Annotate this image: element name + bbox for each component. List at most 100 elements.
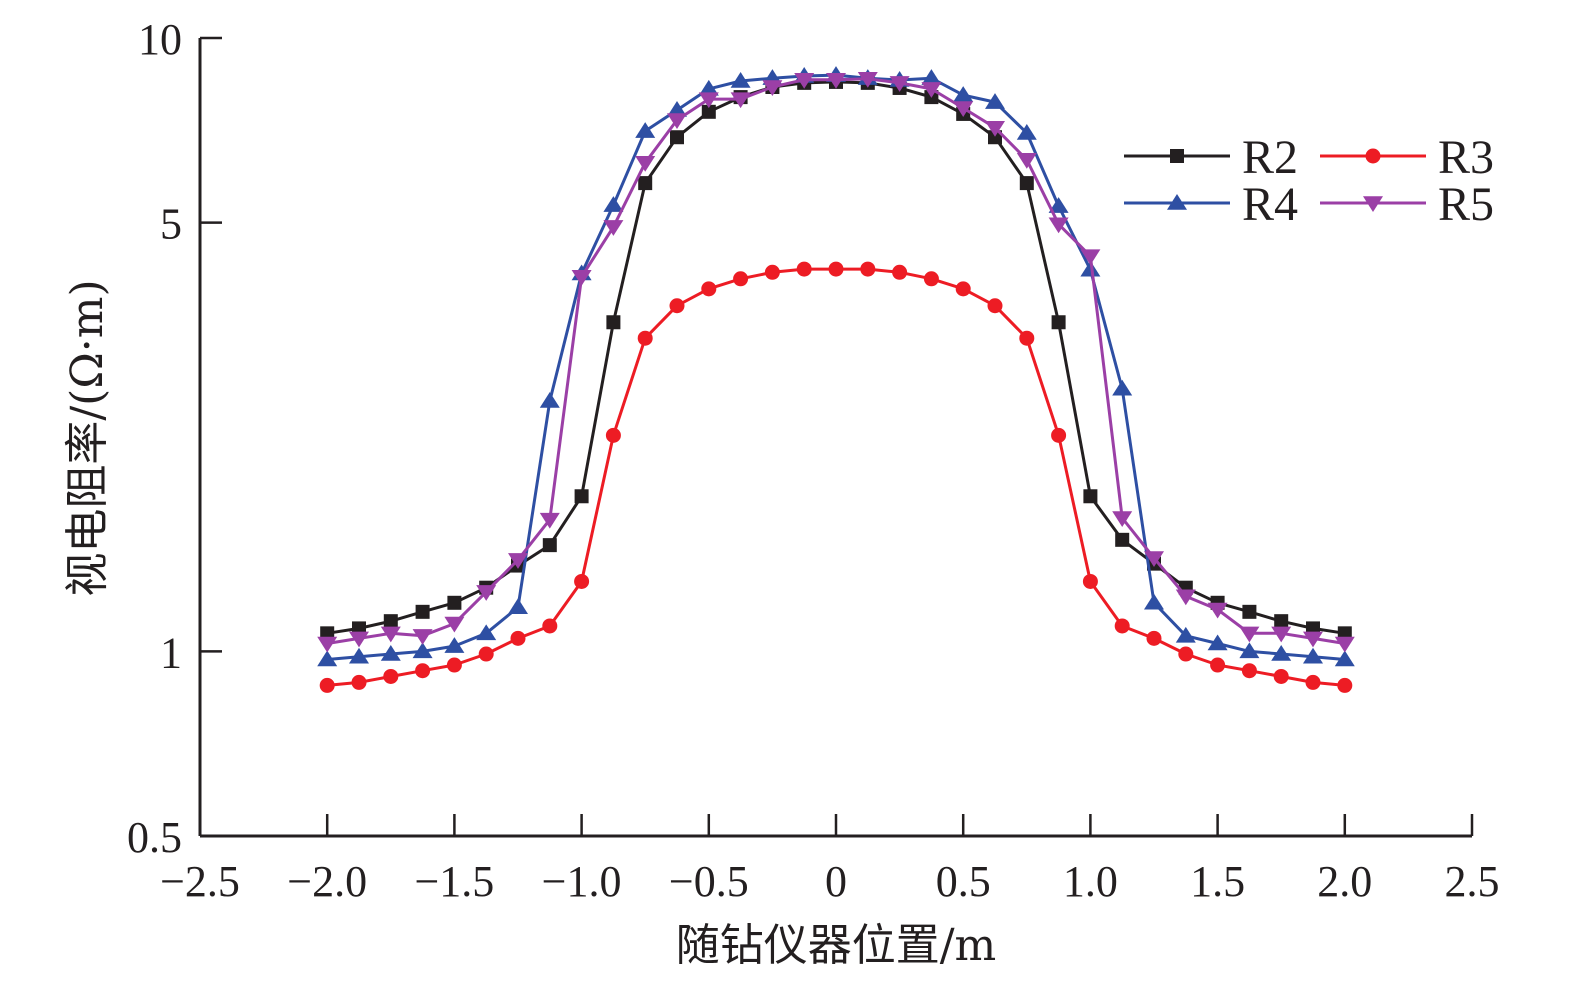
x-tick-label: 2.0 [1317,857,1372,906]
series-layer [317,66,1355,693]
data-point-R3 [319,677,335,693]
data-point-R4 [1048,197,1069,213]
data-point-R5 [730,92,751,109]
data-point-R2 [1019,176,1034,191]
data-point-R4 [349,647,369,664]
data-point-R4 [1239,642,1260,659]
legend-item-R3: R3 [1320,131,1494,184]
data-point-R4 [698,79,719,96]
data-point-R4 [730,71,751,88]
series-R5 [317,72,1355,653]
data-point-R5 [667,113,687,130]
legend-label-R4: R4 [1242,178,1298,231]
data-point-R5 [1207,602,1228,619]
data-point-R5 [889,76,910,92]
data-point-R5 [1175,589,1196,606]
data-point-R3 [478,646,494,662]
data-point-R5 [571,270,592,286]
data-point-R3 [987,298,1003,314]
legend-item-R4: R4 [1124,178,1298,231]
data-point-R4 [985,93,1005,109]
x-tick-label: 0 [825,857,847,906]
data-point-R5 [857,72,878,88]
x-tick-label: 1.0 [1063,857,1118,906]
data-point-R4 [921,69,942,85]
data-point-R4 [1175,626,1196,643]
data-point-R3 [510,630,526,646]
x-axis-title: 随钻仪器位置/m [676,920,997,971]
data-point-R5 [1334,636,1355,653]
data-point-R3 [1273,668,1289,684]
data-point-R4 [1144,593,1164,610]
data-point-R5 [380,626,401,643]
y-tick-label: 5 [160,200,182,249]
y-tick-label: 1 [160,628,182,677]
data-point-R4 [1334,650,1355,667]
legend-marker-R2 [1170,149,1184,163]
data-point-R3 [446,657,462,673]
data-point-R5 [1048,217,1069,234]
data-point-R3 [923,271,939,287]
series-line-R2 [326,80,1346,635]
legend-marker-R4 [1167,194,1187,210]
data-point-R3 [574,573,590,589]
data-point-R2 [447,595,462,610]
data-point-R5 [953,101,974,117]
data-point-R4 [1080,260,1101,277]
data-point-R3 [542,618,558,634]
data-point-R3 [383,668,399,684]
data-point-R4 [476,624,497,641]
data-point-R4 [635,122,656,138]
axes: −2.5 −2.0 −1.5 −1.0 −0.5 0 0.5 1.0 1.5 2.0 2.5 10 5 1… [127,15,1500,906]
data-point-R5 [794,72,815,89]
data-point-R4 [603,196,624,212]
data-point-R5 [1016,153,1037,169]
data-point-R3 [860,261,876,277]
data-point-R5 [985,120,1005,137]
x-tick-label: −2.0 [287,857,367,906]
data-point-R5 [762,80,783,96]
data-point-R4 [508,598,528,615]
x-tick-label: 1.5 [1190,857,1245,906]
data-point-R4 [1271,645,1292,661]
data-point-R5 [1303,631,1323,648]
series-R2 [320,74,1352,641]
data-point-R5 [921,82,942,98]
legend-item-R5: R5 [1320,178,1494,231]
data-point-R2 [383,614,398,629]
data-point-R2 [638,176,653,191]
y-tick-label: 10 [138,15,182,64]
data-point-R2 [1051,315,1066,330]
data-point-R4 [1207,634,1228,651]
data-point-R3 [701,281,717,297]
data-point-R3 [1019,330,1035,346]
legend-label-R2: R2 [1242,131,1298,184]
data-point-R4 [412,642,433,659]
x-tick-label: 2.5 [1445,857,1500,906]
data-point-R4 [953,86,974,102]
data-point-R5 [317,636,338,653]
data-point-R5 [1239,626,1260,643]
data-point-R2 [1115,532,1130,547]
data-point-R2 [1274,614,1289,629]
data-point-R3 [733,271,749,287]
data-point-R5 [635,156,656,172]
data-point-R5 [412,629,433,645]
legend-item-R2: R2 [1124,131,1298,184]
data-point-R3 [351,674,367,690]
data-point-R2 [670,130,684,145]
series-R3 [319,261,1353,693]
x-tick-label: 0.5 [936,857,991,906]
legend-marker-R5 [1363,196,1383,212]
data-point-R5 [698,92,719,109]
x-tick-label: −1.5 [414,857,494,906]
data-point-R3 [415,663,431,679]
data-point-R2 [988,130,1002,145]
data-point-R5 [476,585,497,601]
data-point-R4 [1016,124,1037,140]
data-point-R2 [574,489,589,504]
series-line-R4 [327,73,1345,661]
data-point-R2 [1242,604,1257,619]
data-point-R3 [669,298,685,314]
